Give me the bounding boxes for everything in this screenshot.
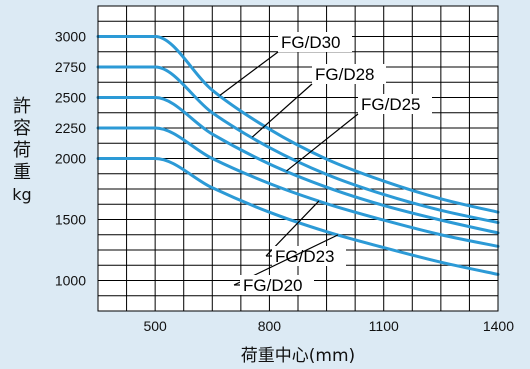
y-tick-label-3000: 3000: [55, 29, 86, 45]
series-line-fg-d25: [96, 96, 500, 235]
y-axis-label-char-3: 重: [13, 162, 31, 183]
series-line-fg-d30: [96, 35, 500, 214]
series-lines: [96, 35, 500, 276]
y-axis-label-char-2: 荷: [13, 140, 31, 161]
y-axis-label-char-4: kg: [12, 185, 31, 204]
x-tick-label-1100: 1100: [369, 318, 399, 334]
y-tick-label-1000: 1000: [55, 273, 86, 289]
callout-leader-fg-d28: [251, 83, 313, 138]
y-tick-label-1500: 1500: [55, 212, 86, 228]
series-label-fg-d25: FG/D25: [361, 95, 421, 114]
y-tick-label-2000: 2000: [55, 151, 86, 167]
callout-box-fg-d30: [278, 32, 352, 52]
y-tick-label-2250: 2250: [55, 120, 86, 136]
callout-box-fg-d20: [240, 275, 314, 295]
y-tick-label-2500: 2500: [55, 90, 86, 106]
series-callouts: FG/D30 FG/D28 FG/D25 FG/D23 FG/D20: [219, 32, 432, 295]
series-label-fg-d20: FG/D20: [243, 276, 303, 295]
y-axis-label-char-1: 容: [13, 118, 31, 139]
y-tick-label-2750: 2750: [55, 59, 86, 75]
y-axis-label-char-0: 許: [13, 96, 31, 117]
x-tick-label-800: 800: [258, 318, 282, 334]
series-label-fg-d30: FG/D30: [281, 33, 341, 52]
callout-box-fg-d28: [312, 64, 386, 84]
x-axis-label: 荷重中心(mm): [241, 346, 355, 366]
series-line-fg-d20: [96, 157, 500, 276]
series-line-fg-d23: [96, 126, 500, 248]
series-label-fg-d23: FG/D23: [275, 247, 335, 266]
x-tick-label-500: 500: [143, 318, 167, 334]
callout-leader-fg-d25: [286, 113, 359, 172]
callout-leader-fg-d30: [219, 51, 279, 96]
x-tick-label-1400: 1400: [483, 318, 514, 334]
plot-frame: [97, 5, 499, 312]
series-label-fg-d28: FG/D28: [315, 65, 375, 84]
callout-box-fg-d25: [358, 94, 432, 114]
y-tick-labels: 1000 1500 2000 2250 2500 2750 3000: [55, 29, 86, 289]
x-tick-labels: 500 800 1100 1400: [143, 318, 514, 334]
series-line-fg-d28: [96, 65, 500, 225]
callout-box-fg-d23: [272, 246, 346, 266]
